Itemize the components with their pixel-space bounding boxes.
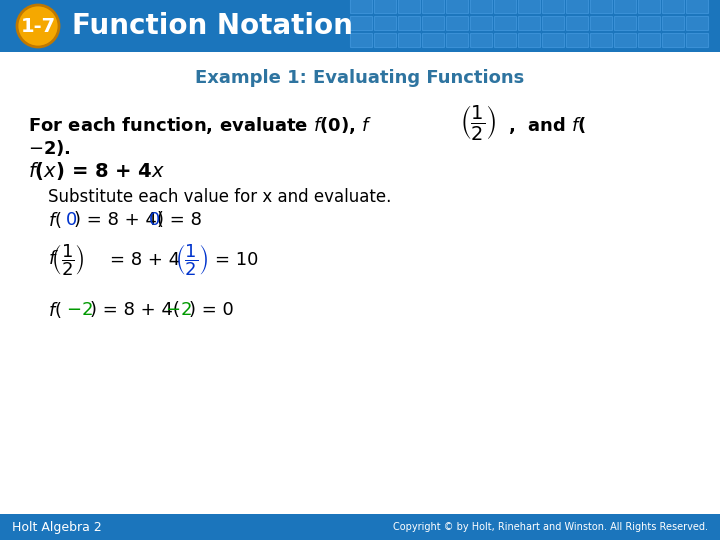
FancyBboxPatch shape <box>470 0 492 13</box>
FancyBboxPatch shape <box>446 33 468 47</box>
FancyBboxPatch shape <box>542 16 564 30</box>
FancyBboxPatch shape <box>566 0 588 13</box>
FancyBboxPatch shape <box>686 0 708 13</box>
FancyBboxPatch shape <box>542 0 564 13</box>
FancyBboxPatch shape <box>542 33 564 47</box>
FancyBboxPatch shape <box>518 33 540 47</box>
FancyBboxPatch shape <box>374 0 396 13</box>
Text: Holt Algebra 2: Holt Algebra 2 <box>12 521 102 534</box>
Text: $\mathit{f}$(: $\mathit{f}$( <box>48 210 62 230</box>
FancyBboxPatch shape <box>494 0 516 13</box>
FancyBboxPatch shape <box>590 33 612 47</box>
FancyBboxPatch shape <box>614 0 636 13</box>
Text: $-$2: $-$2 <box>165 301 192 319</box>
Text: 1-7: 1-7 <box>20 17 55 36</box>
Text: $\mathbf{\mathit{f}}$($\mathbf{\mathit{x}}$) = 8 + 4$\mathbf{\mathit{x}}$: $\mathbf{\mathit{f}}$($\mathbf{\mathit{x… <box>28 160 165 182</box>
FancyBboxPatch shape <box>518 16 540 30</box>
Text: $\left(\dfrac{1}{2}\right)$: $\left(\dfrac{1}{2}\right)$ <box>175 242 208 278</box>
Text: For each function, evaluate $\mathbf{\mathit{f}}$(0), $\mathbf{\mathit{f}}$: For each function, evaluate $\mathbf{\ma… <box>28 114 372 136</box>
FancyBboxPatch shape <box>350 33 372 47</box>
Text: ) = 0: ) = 0 <box>189 301 234 319</box>
FancyBboxPatch shape <box>350 0 372 13</box>
Text: $\left(\dfrac{1}{2}\right)$: $\left(\dfrac{1}{2}\right)$ <box>460 103 496 141</box>
Text: = 8 + 4: = 8 + 4 <box>110 251 180 269</box>
Text: $-$2: $-$2 <box>66 301 93 319</box>
FancyBboxPatch shape <box>590 16 612 30</box>
FancyBboxPatch shape <box>686 16 708 30</box>
Text: Example 1: Evaluating Functions: Example 1: Evaluating Functions <box>195 69 525 87</box>
FancyBboxPatch shape <box>638 33 660 47</box>
Text: ,  and $\mathbf{\mathit{f}}$(: , and $\mathbf{\mathit{f}}$( <box>508 114 587 136</box>
FancyBboxPatch shape <box>638 0 660 13</box>
FancyBboxPatch shape <box>374 33 396 47</box>
FancyBboxPatch shape <box>422 16 444 30</box>
Text: ) = 8: ) = 8 <box>157 211 202 229</box>
FancyBboxPatch shape <box>518 0 540 13</box>
FancyBboxPatch shape <box>566 16 588 30</box>
FancyBboxPatch shape <box>566 33 588 47</box>
Text: Substitute each value for x and evaluate.: Substitute each value for x and evaluate… <box>48 188 392 206</box>
FancyBboxPatch shape <box>494 16 516 30</box>
FancyBboxPatch shape <box>662 0 684 13</box>
FancyBboxPatch shape <box>446 0 468 13</box>
Text: Copyright © by Holt, Rinehart and Winston. All Rights Reserved.: Copyright © by Holt, Rinehart and Winsto… <box>393 522 708 532</box>
FancyBboxPatch shape <box>422 0 444 13</box>
FancyBboxPatch shape <box>638 16 660 30</box>
FancyBboxPatch shape <box>614 16 636 30</box>
Text: 0: 0 <box>149 211 161 229</box>
FancyBboxPatch shape <box>614 33 636 47</box>
Text: Function Notation: Function Notation <box>72 12 353 40</box>
Text: ) = 8 + 4(: ) = 8 + 4( <box>90 301 180 319</box>
FancyBboxPatch shape <box>398 16 420 30</box>
Text: $\mathit{f}$(: $\mathit{f}$( <box>48 300 62 320</box>
FancyBboxPatch shape <box>494 33 516 47</box>
Text: $\mathit{f}$$\!\left(\dfrac{1}{2}\right)$: $\mathit{f}$$\!\left(\dfrac{1}{2}\right)… <box>48 242 84 278</box>
Text: ) = 8 + 4(: ) = 8 + 4( <box>74 211 164 229</box>
FancyBboxPatch shape <box>374 16 396 30</box>
FancyBboxPatch shape <box>398 33 420 47</box>
Text: $-$2).: $-$2). <box>28 138 71 158</box>
FancyBboxPatch shape <box>446 16 468 30</box>
FancyBboxPatch shape <box>686 33 708 47</box>
FancyBboxPatch shape <box>0 514 720 540</box>
FancyBboxPatch shape <box>422 33 444 47</box>
FancyBboxPatch shape <box>470 33 492 47</box>
FancyBboxPatch shape <box>350 16 372 30</box>
FancyBboxPatch shape <box>398 0 420 13</box>
Text: = 10: = 10 <box>215 251 258 269</box>
FancyBboxPatch shape <box>662 33 684 47</box>
Text: 0: 0 <box>66 211 77 229</box>
FancyBboxPatch shape <box>662 16 684 30</box>
Circle shape <box>17 5 59 47</box>
FancyBboxPatch shape <box>590 0 612 13</box>
FancyBboxPatch shape <box>470 16 492 30</box>
FancyBboxPatch shape <box>0 0 720 52</box>
